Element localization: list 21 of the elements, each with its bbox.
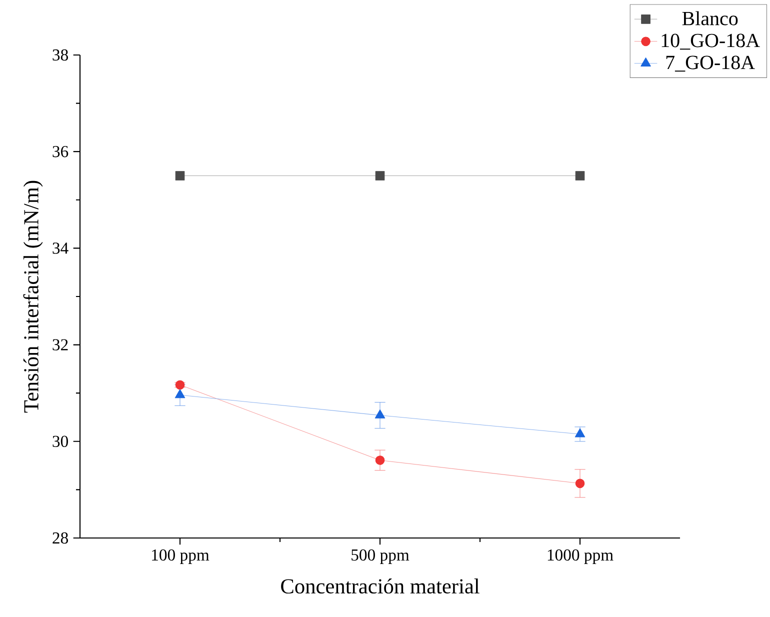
point [374, 409, 386, 418]
point [375, 171, 385, 180]
point [175, 171, 185, 180]
y-tick-label: 36 [52, 146, 68, 158]
point [575, 478, 585, 488]
legend-label: Blanco [682, 11, 738, 26]
point [174, 389, 186, 398]
x-tick-label: 1000 ppm [548, 549, 614, 564]
y-tick-label: 38 [52, 49, 68, 61]
point [375, 456, 385, 465]
legend-label: 10_GO-18A [662, 34, 760, 50]
legend-label: 7_GO-18A [666, 56, 755, 72]
x-axis-title: Concentración material [281, 578, 480, 594]
y-tick-label: 34 [52, 242, 68, 254]
y-tick-label: 30 [52, 436, 68, 448]
point [575, 171, 585, 180]
y-axis-title: Tensión interfacial (mN/m) [23, 180, 43, 413]
x-tick-label: 100 ppm [152, 549, 210, 564]
y-tick-label: 28 [52, 532, 68, 544]
y-tick-label: 32 [52, 339, 68, 350]
x-tick-label: 500 ppm [352, 549, 410, 564]
